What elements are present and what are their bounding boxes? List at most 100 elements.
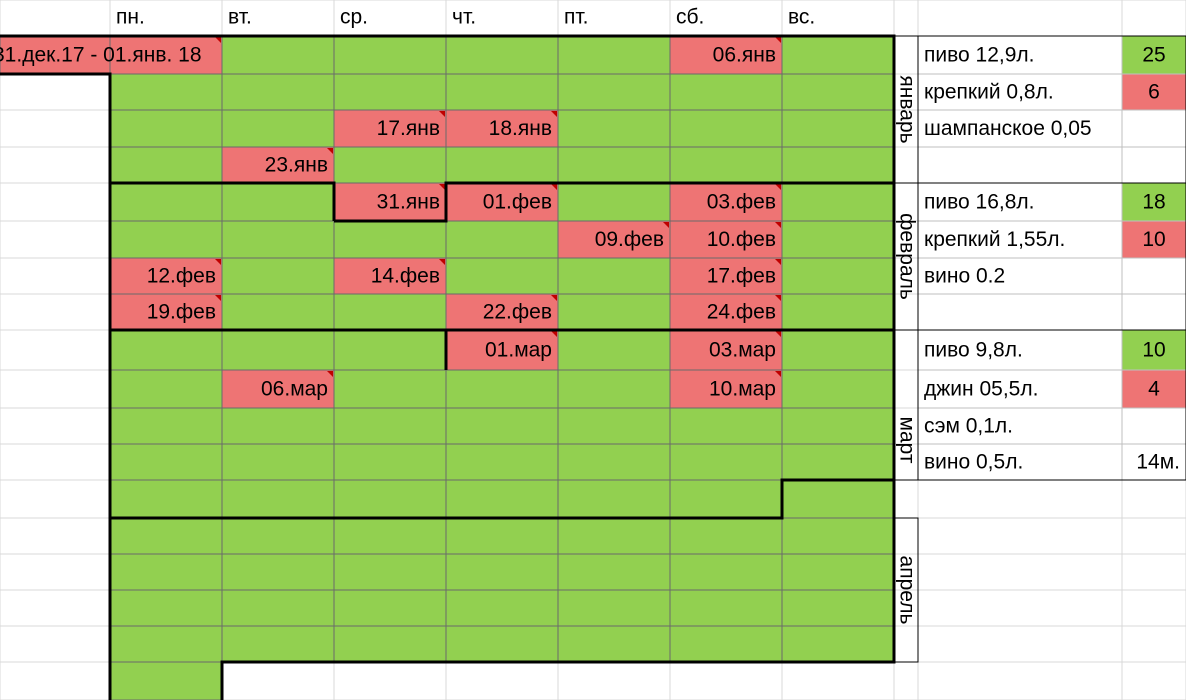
cell	[781, 625, 895, 663]
cell	[333, 407, 447, 445]
comment-marker	[551, 184, 557, 190]
day-header: вс.	[788, 6, 815, 29]
cell	[221, 257, 335, 295]
cell	[109, 220, 223, 259]
cell	[333, 35, 447, 75]
cell	[669, 553, 783, 591]
date-label: 24.фев	[707, 301, 776, 324]
cell	[333, 517, 447, 555]
comment-marker	[215, 259, 221, 265]
summary-label: крепкий 0,8л.	[924, 81, 1054, 104]
summary-label: пиво 12,9л.	[924, 44, 1035, 67]
cell	[669, 517, 783, 555]
cell	[109, 443, 223, 481]
cell	[781, 407, 895, 445]
comment-marker	[775, 331, 781, 337]
summary-count: 4	[1148, 378, 1160, 401]
summary-label: крепкий 1,55л.	[924, 228, 1065, 251]
cell	[781, 109, 895, 148]
cell	[221, 369, 335, 409]
cell	[333, 329, 447, 371]
comment-marker	[551, 331, 557, 337]
cell	[109, 35, 223, 75]
cell	[221, 479, 335, 519]
cell	[109, 589, 223, 627]
date-label: 03.фев	[707, 191, 776, 214]
cell	[781, 589, 895, 627]
day-header: вт.	[228, 6, 252, 29]
cell	[221, 35, 335, 75]
cell	[557, 625, 671, 663]
date-label: 03.мар	[709, 339, 776, 362]
cell	[333, 293, 447, 331]
date-label: 12.фев	[147, 265, 216, 288]
summary-count-cell	[1121, 146, 1186, 184]
cell	[445, 35, 559, 75]
cell	[445, 625, 559, 663]
comment-marker	[215, 37, 221, 43]
day-header: чт.	[452, 6, 476, 29]
summary-label-cell	[917, 146, 1123, 184]
cell	[333, 369, 447, 409]
month-label: март	[895, 417, 918, 464]
comment-marker	[663, 222, 669, 228]
cell	[781, 35, 895, 75]
cell	[109, 182, 223, 222]
date-label: 19.фев	[147, 301, 216, 324]
cell	[445, 109, 559, 148]
summary-box	[917, 329, 1186, 481]
cell	[669, 182, 783, 222]
summary-count-cell	[1121, 443, 1186, 481]
month-label: январь	[895, 75, 918, 143]
cell	[109, 293, 223, 331]
thick-border	[110, 478, 894, 520]
cell	[557, 443, 671, 481]
summary-count-cell	[1121, 109, 1186, 148]
cell	[781, 517, 895, 555]
comment-marker	[775, 222, 781, 228]
cell	[669, 220, 783, 259]
cell	[109, 109, 223, 148]
cell	[669, 35, 783, 75]
summary-count: 10	[1142, 339, 1165, 362]
thick-border	[110, 181, 336, 221]
comment-marker	[775, 259, 781, 265]
cell	[557, 407, 671, 445]
cell	[669, 73, 783, 111]
cell	[557, 35, 671, 75]
cell	[557, 329, 671, 371]
cell	[221, 443, 335, 481]
cell	[445, 553, 559, 591]
thick-border	[334, 181, 894, 223]
summary-label: вино 0,5л.	[924, 451, 1023, 474]
cell	[669, 293, 783, 331]
summary-count-cell	[1121, 293, 1186, 331]
summary-label: джин 05,5л.	[924, 378, 1038, 401]
summary-count: 10	[1142, 228, 1165, 251]
cell	[109, 407, 223, 445]
cell	[333, 220, 447, 259]
cell	[221, 182, 335, 222]
summary-count-cell	[1121, 257, 1186, 295]
cell	[781, 182, 895, 222]
cell	[445, 589, 559, 627]
comment-marker	[775, 37, 781, 43]
cell	[221, 220, 335, 259]
cell	[0, 35, 111, 75]
comment-marker	[327, 148, 333, 154]
comment-marker	[775, 184, 781, 190]
cell	[781, 553, 895, 591]
cell	[221, 407, 335, 445]
cell	[781, 293, 895, 331]
date-label: 01.мар	[485, 339, 552, 362]
cell	[669, 589, 783, 627]
cell	[109, 146, 223, 184]
cell	[221, 625, 335, 663]
cell	[781, 329, 895, 371]
cell	[109, 73, 223, 111]
cell	[445, 329, 559, 371]
cell	[781, 479, 895, 519]
comment-marker	[327, 371, 333, 377]
summary-label: шампанское 0,05	[924, 117, 1092, 140]
